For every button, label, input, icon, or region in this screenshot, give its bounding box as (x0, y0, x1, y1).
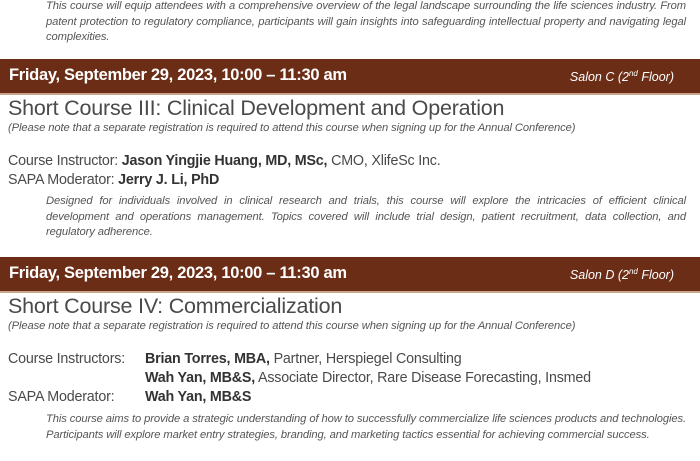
intro-description: This course will equip attendees with a … (46, 0, 686, 43)
session-datetime: Friday, September 29, 2023, 10:00 – 11:3… (9, 66, 347, 84)
course-description: Designed for individuals involved in cli… (46, 195, 686, 238)
course-description: This course aims to provide a strategic … (46, 413, 686, 441)
session-datetime: Friday, September 29, 2023, 10:00 – 11:3… (9, 264, 347, 282)
course-title: Short Course III: Clinical Development a… (8, 96, 505, 120)
session-room: Salon D (2nd Floor) (569, 267, 674, 283)
instructor-line: Wah Yan, MB&S, Associate Director, Rare … (145, 370, 591, 386)
instructor-line: Course Instructors: Brian Torres, MBA, P… (8, 351, 462, 367)
course-title: Short Course IV: Commercialization (8, 294, 343, 318)
moderator-line: SAPA Moderator: Wah Yan, MB&S (8, 389, 252, 405)
instructor-line: Course Instructor: Jason Yingjie Huang, … (8, 153, 441, 169)
registration-note: (Please note that a separate registratio… (8, 122, 576, 134)
registration-note: (Please note that a separate registratio… (8, 320, 576, 332)
session-header: Friday, September 29, 2023, 10:00 – 11:3… (0, 59, 700, 95)
session-room: Salon C (2nd Floor) (569, 69, 674, 85)
moderator-line: SAPA Moderator: Jerry J. Li, PhD (8, 172, 220, 188)
session-header: Friday, September 29, 2023, 10:00 – 11:3… (0, 257, 700, 293)
